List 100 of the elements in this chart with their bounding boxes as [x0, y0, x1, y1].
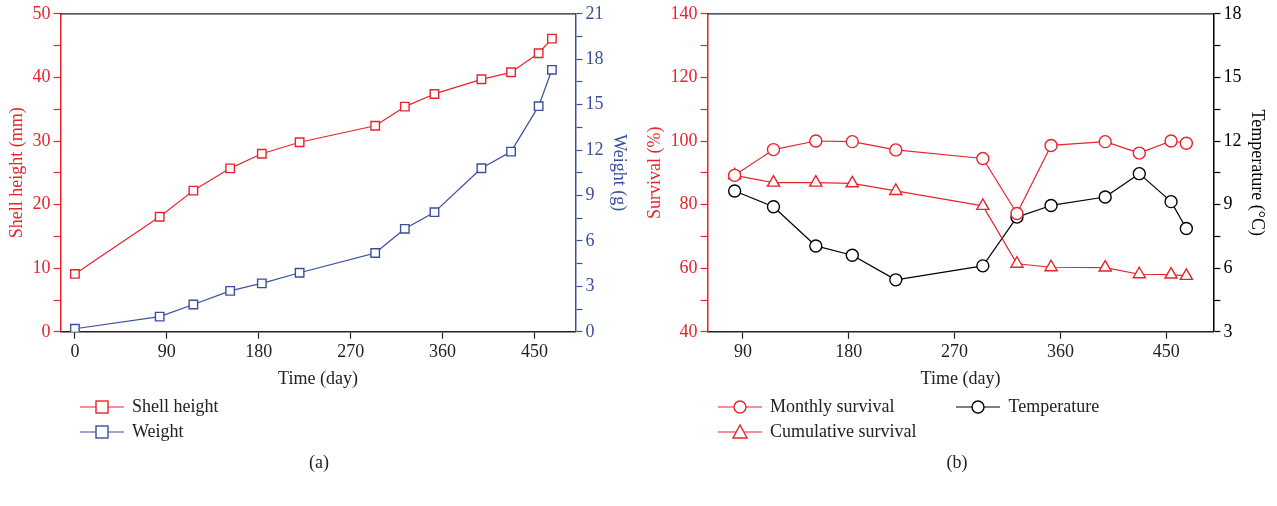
y2-axis-title: Temperature (°C) — [1247, 109, 1269, 236]
point — [188, 185, 199, 196]
point — [370, 120, 381, 131]
y2-tick-label: 6 — [1223, 256, 1233, 277]
point — [1098, 134, 1112, 149]
point — [429, 88, 440, 99]
point — [294, 137, 305, 148]
y2-tick-label: 15 — [1223, 66, 1242, 87]
point — [1044, 259, 1058, 272]
y-axis-title: Shell height (mm) — [5, 107, 27, 239]
point — [766, 142, 781, 157]
y2-tick-label: 18 — [585, 47, 604, 68]
point — [766, 200, 781, 214]
y-tick-label: 40 — [679, 320, 698, 341]
y2-tick-label: 9 — [1223, 193, 1233, 214]
point — [845, 134, 859, 149]
point — [976, 198, 990, 211]
point — [1044, 138, 1058, 153]
point — [533, 101, 544, 112]
point — [889, 273, 903, 287]
y-axis-title: Survival (%) — [643, 126, 665, 220]
legend-label: Cumulative survival — [770, 421, 917, 442]
point — [845, 175, 860, 188]
x-tick-label: 270 — [337, 341, 365, 362]
point — [1164, 134, 1178, 148]
point — [727, 184, 742, 198]
point — [476, 74, 487, 85]
point — [845, 248, 859, 262]
x-tick-label: 360 — [429, 341, 457, 362]
point — [1010, 256, 1024, 268]
point — [225, 163, 236, 174]
point — [256, 148, 267, 159]
y-tick-label: 40 — [32, 66, 51, 87]
y-tick-label: 20 — [32, 193, 51, 214]
point — [399, 223, 410, 234]
x-tick-label: 0 — [70, 341, 80, 362]
legend-label: Weight — [132, 421, 184, 442]
point — [1098, 259, 1112, 272]
point — [976, 259, 990, 273]
point — [1132, 266, 1147, 279]
y2-tick-label: 15 — [585, 93, 604, 114]
point — [809, 239, 823, 253]
x-axis-title: Time (day) — [920, 367, 1001, 389]
point — [546, 64, 557, 75]
y2-tick-label: 0 — [585, 320, 595, 341]
point — [976, 151, 990, 166]
point — [69, 323, 80, 332]
y-tick-label: 100 — [670, 129, 698, 150]
point — [506, 67, 516, 78]
point — [1164, 266, 1178, 279]
y-tick-label: 30 — [32, 129, 51, 150]
x-tick-label: 270 — [941, 341, 969, 362]
x-tick-label: 360 — [1046, 341, 1074, 362]
point — [1098, 190, 1112, 204]
y2-tick-label: 12 — [585, 138, 604, 159]
point — [1044, 198, 1058, 213]
y-tick-label: 10 — [32, 256, 51, 277]
point — [69, 268, 80, 279]
y2-tick-label: 12 — [1223, 129, 1242, 150]
point — [225, 285, 236, 296]
legend-label: Temperature — [1008, 396, 1100, 417]
y2-tick-label: 21 — [585, 2, 604, 23]
y2-axis-title: Weight (g) — [609, 134, 631, 212]
point — [1132, 146, 1146, 160]
point — [1179, 136, 1194, 150]
point — [399, 101, 410, 112]
point — [889, 183, 903, 196]
text: (b) — [946, 452, 968, 473]
point — [294, 267, 305, 278]
point — [1010, 206, 1024, 221]
point — [1179, 221, 1194, 236]
point — [188, 299, 199, 310]
y-tick-label: 140 — [670, 2, 698, 23]
point — [1164, 194, 1178, 209]
y2-tick-label: 9 — [585, 184, 595, 205]
y2-tick-label: 3 — [1223, 320, 1233, 341]
point — [809, 134, 823, 148]
x-tick-label: 180 — [245, 341, 273, 362]
x-tick-label: 450 — [1152, 341, 1180, 362]
point — [1179, 268, 1194, 281]
point — [533, 48, 544, 59]
point — [546, 33, 557, 44]
y2-tick-label: 3 — [585, 275, 595, 296]
point — [506, 146, 516, 157]
x-tick-label: 180 — [835, 341, 863, 362]
point — [154, 211, 165, 222]
y-tick-label: 120 — [670, 66, 698, 87]
point — [429, 207, 440, 218]
point — [809, 174, 823, 187]
x-axis-title: Time (day) — [278, 367, 358, 389]
y-tick-label: 0 — [41, 320, 51, 341]
point — [154, 311, 165, 322]
y-tick-label: 60 — [679, 256, 698, 277]
point — [889, 143, 903, 157]
point — [256, 278, 267, 289]
x-tick-label: 90 — [733, 341, 752, 362]
legend-label: Shell height — [132, 396, 219, 417]
y2-tick-label: 6 — [585, 229, 595, 250]
y-tick-label: 80 — [679, 193, 698, 214]
point — [476, 163, 487, 174]
